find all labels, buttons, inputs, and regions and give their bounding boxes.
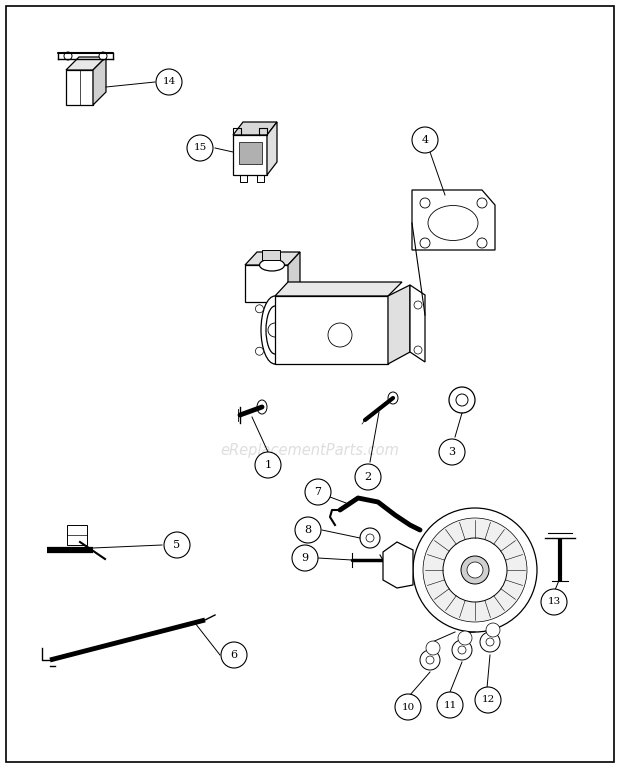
Text: 11: 11 <box>443 700 456 710</box>
Circle shape <box>458 646 466 654</box>
Circle shape <box>305 479 331 505</box>
Ellipse shape <box>260 259 285 271</box>
Circle shape <box>477 238 487 248</box>
Polygon shape <box>267 122 277 175</box>
Ellipse shape <box>257 400 267 414</box>
Polygon shape <box>412 190 495 250</box>
Circle shape <box>286 305 294 313</box>
Circle shape <box>461 556 489 584</box>
Circle shape <box>420 198 430 208</box>
Circle shape <box>328 323 352 347</box>
Circle shape <box>156 69 182 95</box>
Circle shape <box>413 508 537 632</box>
Circle shape <box>456 394 468 406</box>
Circle shape <box>452 640 472 660</box>
Polygon shape <box>245 252 300 265</box>
Circle shape <box>295 517 321 543</box>
Bar <box>239 142 262 164</box>
Polygon shape <box>245 265 288 302</box>
Circle shape <box>412 127 438 153</box>
Polygon shape <box>275 296 388 364</box>
Circle shape <box>467 562 483 578</box>
Circle shape <box>475 687 501 713</box>
Circle shape <box>420 238 430 248</box>
Bar <box>67 525 87 545</box>
Polygon shape <box>275 282 402 296</box>
Polygon shape <box>233 122 277 135</box>
Polygon shape <box>288 252 300 302</box>
Circle shape <box>443 538 507 602</box>
Text: 5: 5 <box>174 540 180 550</box>
Circle shape <box>449 387 475 413</box>
Ellipse shape <box>388 392 398 404</box>
Polygon shape <box>275 350 402 364</box>
Circle shape <box>255 452 281 478</box>
Polygon shape <box>66 57 106 70</box>
Text: 3: 3 <box>448 447 456 457</box>
Text: 10: 10 <box>401 703 415 711</box>
Bar <box>262 250 280 260</box>
Circle shape <box>541 589 567 615</box>
Text: 7: 7 <box>314 487 322 497</box>
Circle shape <box>360 528 380 548</box>
Ellipse shape <box>428 206 478 240</box>
Circle shape <box>426 641 440 655</box>
Polygon shape <box>383 542 413 588</box>
Ellipse shape <box>261 296 289 364</box>
Polygon shape <box>66 70 93 105</box>
Circle shape <box>486 623 500 637</box>
Text: 9: 9 <box>301 553 309 563</box>
Text: 12: 12 <box>481 696 495 704</box>
Circle shape <box>439 439 465 465</box>
Circle shape <box>268 323 282 337</box>
Text: 15: 15 <box>193 144 206 153</box>
Circle shape <box>420 650 440 670</box>
Circle shape <box>477 198 487 208</box>
Text: 1: 1 <box>265 460 272 470</box>
Circle shape <box>221 642 247 668</box>
Circle shape <box>426 656 434 664</box>
Circle shape <box>437 692 463 718</box>
Ellipse shape <box>266 306 284 354</box>
Text: 4: 4 <box>422 135 428 145</box>
Circle shape <box>414 301 422 309</box>
Circle shape <box>164 532 190 558</box>
Polygon shape <box>93 57 106 105</box>
Circle shape <box>395 694 421 720</box>
Circle shape <box>286 347 294 356</box>
Ellipse shape <box>377 298 399 348</box>
Circle shape <box>486 638 494 646</box>
Text: 2: 2 <box>365 472 371 482</box>
Circle shape <box>414 346 422 354</box>
Circle shape <box>292 545 318 571</box>
Polygon shape <box>410 285 425 362</box>
Circle shape <box>458 631 472 645</box>
Circle shape <box>64 52 72 60</box>
Circle shape <box>255 347 264 356</box>
Circle shape <box>187 135 213 161</box>
Text: 13: 13 <box>547 598 560 607</box>
Text: 8: 8 <box>304 525 312 535</box>
Text: 6: 6 <box>231 650 237 660</box>
Text: eReplacementParts.com: eReplacementParts.com <box>221 442 399 458</box>
Circle shape <box>99 52 107 60</box>
Circle shape <box>355 464 381 490</box>
Polygon shape <box>388 285 410 364</box>
Circle shape <box>480 632 500 652</box>
Circle shape <box>423 518 527 622</box>
Circle shape <box>255 305 264 313</box>
Circle shape <box>366 534 374 542</box>
Polygon shape <box>233 135 267 175</box>
Text: 14: 14 <box>162 78 175 87</box>
